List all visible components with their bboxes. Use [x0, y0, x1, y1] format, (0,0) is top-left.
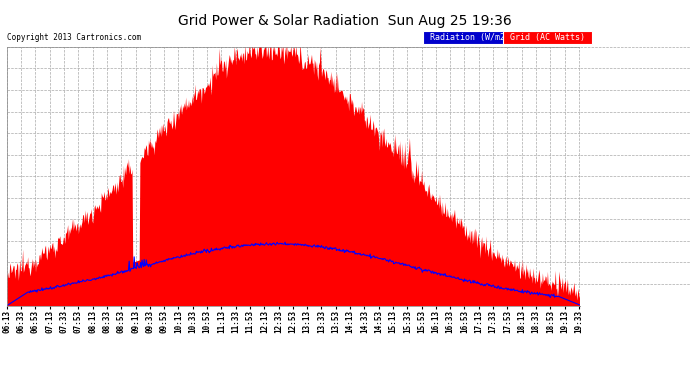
Text: Radiation (W/m2): Radiation (W/m2)	[425, 33, 515, 42]
Text: Grid Power & Solar Radiation  Sun Aug 25 19:36: Grid Power & Solar Radiation Sun Aug 25 …	[178, 14, 512, 28]
Text: Grid (AC Watts): Grid (AC Watts)	[505, 33, 590, 42]
Text: Copyright 2013 Cartronics.com: Copyright 2013 Cartronics.com	[7, 33, 141, 42]
